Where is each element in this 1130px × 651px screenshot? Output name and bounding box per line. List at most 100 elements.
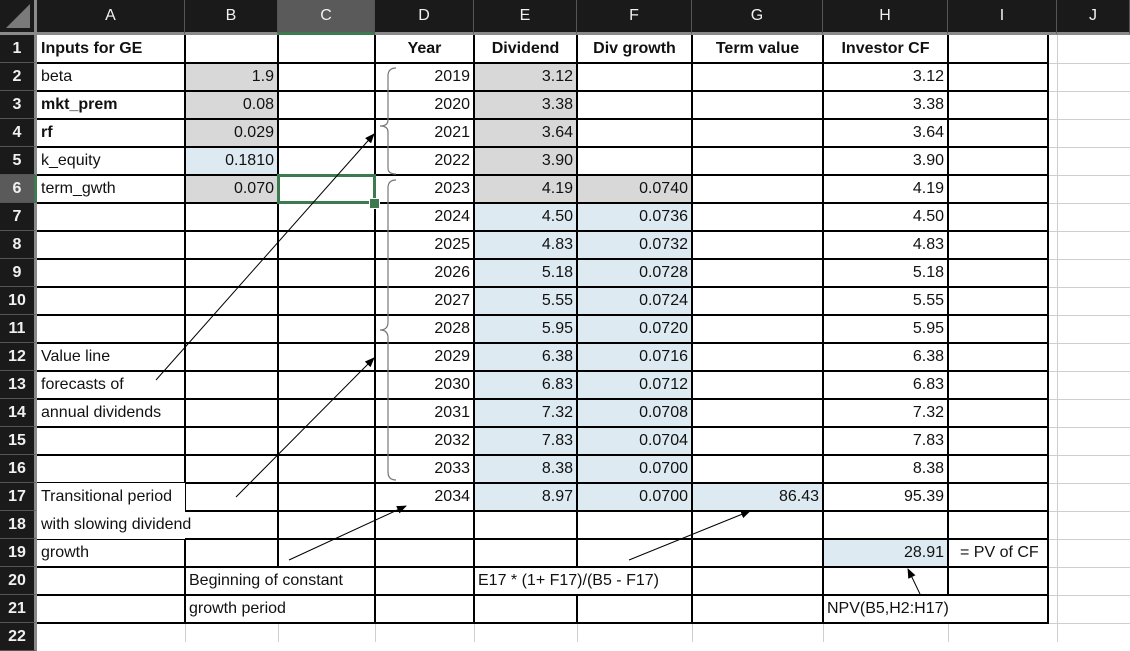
year-cell[interactable]: 2030 (434, 376, 470, 393)
row-header-20[interactable]: 20 (0, 567, 37, 595)
year-cell[interactable]: 2028 (434, 320, 470, 337)
term-value-cell[interactable] (692, 343, 823, 371)
row-header-14[interactable]: 14 (0, 399, 37, 427)
header-dividend[interactable]: Dividend (491, 40, 560, 57)
year-cell[interactable]: 2019 (434, 68, 470, 85)
row-header-17[interactable]: 17 (0, 483, 37, 511)
label-k-equity[interactable]: k_equity (41, 152, 101, 169)
dividend-cell[interactable]: 5.55 (541, 292, 573, 309)
fill-handle[interactable] (369, 198, 380, 209)
note-value-line-2[interactable]: forecasts of (41, 376, 124, 393)
term-value-cell[interactable]: 86.43 (778, 488, 819, 505)
term-value-cell[interactable] (692, 455, 823, 483)
column-header-f[interactable]: F (577, 0, 692, 35)
investor-cf-cell[interactable]: 4.19 (912, 180, 944, 197)
note-constant-growth-1[interactable]: Beginning of constant (189, 572, 343, 589)
row-header-7[interactable]: 7 (0, 203, 37, 231)
row-header-16[interactable]: 16 (0, 455, 37, 483)
investor-cf-cell[interactable]: 95.39 (903, 488, 944, 505)
column-header-h[interactable]: H (823, 0, 948, 35)
year-cell[interactable]: 2025 (434, 236, 470, 253)
dividend-cell[interactable]: 8.38 (541, 460, 573, 477)
term-value-cell[interactable] (692, 63, 823, 91)
value-beta[interactable]: 1.9 (251, 68, 274, 85)
select-all-button[interactable] (0, 0, 37, 35)
note-constant-growth-2[interactable]: growth period (189, 600, 286, 617)
year-cell[interactable]: 2020 (434, 96, 470, 113)
term-value-cell[interactable] (692, 287, 823, 315)
investor-cf-cell[interactable]: 5.95 (912, 320, 944, 337)
column-header-j[interactable]: J (1057, 0, 1130, 35)
row-header-19[interactable]: 19 (0, 539, 37, 567)
investor-cf-cell[interactable]: 6.38 (912, 348, 944, 365)
column-header-d[interactable]: D (375, 0, 474, 35)
div-growth-cell[interactable] (577, 147, 692, 175)
div-growth-cell[interactable]: 0.0704 (639, 432, 688, 449)
dividend-cell[interactable]: 6.83 (541, 376, 573, 393)
row-header-9[interactable]: 9 (0, 259, 37, 287)
investor-cf-cell[interactable]: 4.50 (912, 208, 944, 225)
dividend-cell[interactable]: 8.97 (541, 488, 573, 505)
value-mkt-prem[interactable]: 0.08 (242, 96, 274, 113)
div-growth-cell[interactable]: 0.0740 (639, 180, 688, 197)
year-cell[interactable]: 2033 (434, 460, 470, 477)
row-header-18[interactable]: 18 (0, 511, 37, 539)
active-cell-selection[interactable] (277, 174, 376, 204)
dividend-cell[interactable]: 3.90 (541, 152, 573, 169)
row-header-2[interactable]: 2 (0, 63, 37, 91)
investor-cf-cell[interactable]: 5.55 (912, 292, 944, 309)
year-cell[interactable]: 2029 (434, 348, 470, 365)
term-value-cell[interactable] (692, 175, 823, 203)
pv-value[interactable]: 28.91 (903, 544, 944, 561)
row-header-3[interactable]: 3 (0, 91, 37, 119)
investor-cf-cell[interactable]: 3.38 (912, 96, 944, 113)
investor-cf-cell[interactable]: 7.83 (912, 432, 944, 449)
pv-formula-note[interactable]: NPV(B5,H2:H17) (827, 600, 949, 617)
note-value-line-3[interactable]: annual dividends (41, 404, 162, 421)
dividend-cell[interactable]: 4.83 (541, 236, 573, 253)
term-value-cell[interactable] (692, 427, 823, 455)
value-rf[interactable]: 0.029 (233, 124, 274, 141)
row-header-6[interactable]: 6 (0, 175, 37, 203)
year-cell[interactable]: 2022 (434, 152, 470, 169)
header-investor-cf[interactable]: Investor CF (841, 40, 930, 57)
column-header-g[interactable]: G (692, 0, 823, 35)
year-cell[interactable]: 2032 (434, 432, 470, 449)
label-term-gwth[interactable]: term_gwth (41, 180, 116, 197)
investor-cf-cell[interactable]: 5.18 (912, 264, 944, 281)
investor-cf-cell[interactable]: 3.12 (912, 68, 944, 85)
div-growth-cell[interactable] (577, 119, 692, 147)
term-value-cell[interactable] (692, 259, 823, 287)
row-header-10[interactable]: 10 (0, 287, 37, 315)
year-cell[interactable]: 2034 (434, 488, 470, 505)
term-value-cell[interactable] (692, 91, 823, 119)
investor-cf-cell[interactable]: 3.90 (912, 152, 944, 169)
dividend-cell[interactable]: 4.19 (541, 180, 573, 197)
header-div-growth[interactable]: Div growth (593, 40, 676, 57)
term-value-cell[interactable] (692, 203, 823, 231)
column-header-a[interactable]: A (37, 0, 185, 35)
row-header-8[interactable]: 8 (0, 231, 37, 259)
year-cell[interactable]: 2023 (434, 180, 470, 197)
div-growth-cell[interactable]: 0.0724 (639, 292, 688, 309)
pv-label[interactable]: = PV of CF (960, 544, 1039, 561)
investor-cf-cell[interactable]: 6.83 (912, 376, 944, 393)
column-header-c[interactable]: C (278, 0, 375, 35)
inputs-title[interactable]: Inputs for GE (41, 40, 143, 57)
div-growth-cell[interactable]: 0.0732 (639, 236, 688, 253)
row-header-12[interactable]: 12 (0, 343, 37, 371)
dividend-cell[interactable]: 4.50 (541, 208, 573, 225)
column-header-e[interactable]: E (474, 0, 577, 35)
note-transitional-1[interactable]: Transitional period (37, 483, 185, 511)
note-terminal-formula[interactable]: E17 * (1+ F17)/(B5 - F17) (478, 572, 659, 589)
dividend-cell[interactable]: 5.18 (541, 264, 573, 281)
row-header-21[interactable]: 21 (0, 595, 37, 623)
div-growth-cell[interactable] (577, 63, 692, 91)
div-growth-cell[interactable]: 0.0700 (639, 460, 688, 477)
note-transitional-2[interactable]: with slowing dividend (37, 511, 191, 539)
value-term-gwth[interactable]: 0.070 (233, 180, 274, 197)
note-transitional-3[interactable]: growth (41, 544, 90, 561)
row-header-13[interactable]: 13 (0, 371, 37, 399)
term-value-cell[interactable] (692, 315, 823, 343)
header-year[interactable]: Year (407, 40, 442, 57)
